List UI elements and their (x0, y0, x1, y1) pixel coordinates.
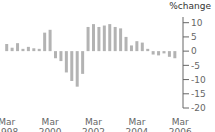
svg-text:Mar2000: Mar2000 (39, 117, 62, 132)
svg-text:Mar2002: Mar2002 (82, 117, 105, 132)
svg-text:-5: -5 (191, 61, 200, 71)
svg-text:-10: -10 (191, 75, 206, 85)
svg-text:Mar2004: Mar2004 (125, 117, 148, 132)
svg-text:Mar1998: Mar1998 (8, 117, 18, 132)
svg-text:0: 0 (191, 46, 197, 56)
svg-text:Mar2006: Mar2006 (169, 117, 192, 132)
html-text:%change: %change (169, 1, 211, 11)
svg-text:-15: -15 (191, 89, 206, 99)
svg-text:-20: -20 (191, 103, 206, 113)
svg-text:5: 5 (191, 32, 197, 42)
svg-text:10: 10 (191, 18, 203, 28)
